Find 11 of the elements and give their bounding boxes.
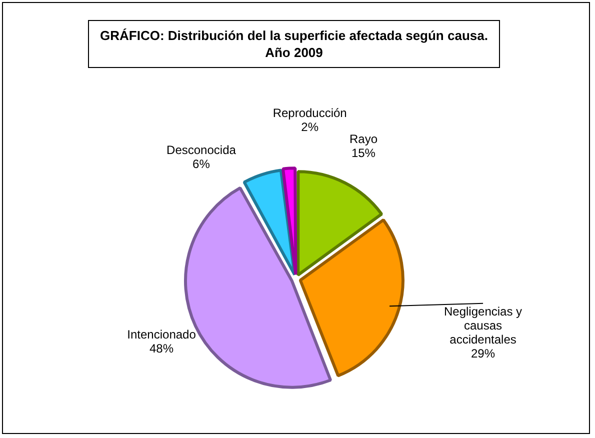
slice-label: Negligencias y causas accidentales — [444, 304, 522, 347]
slice-label: Desconocida — [166, 143, 236, 158]
data-label: 48% — [150, 342, 174, 356]
chart-title: GRÁFICO: Distribución del la superficie afectada según causa. Año 2009 — [88, 20, 500, 68]
slice-label: Rayo — [349, 132, 378, 146]
slice-label: Reproducción — [272, 106, 347, 120]
data-label: 29% — [471, 346, 496, 361]
slice-label: Intencionado — [127, 328, 196, 342]
data-label: 15% — [351, 146, 376, 160]
data-label: 2% — [301, 120, 319, 134]
data-label: 6% — [192, 157, 210, 172]
